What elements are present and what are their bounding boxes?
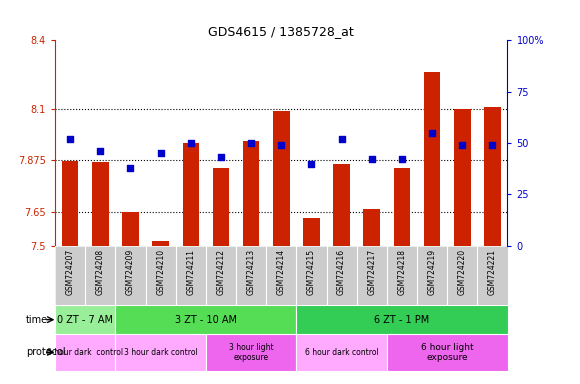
Text: 3 hour light
exposure: 3 hour light exposure bbox=[229, 343, 273, 362]
Text: 0 ZT - 7 AM: 0 ZT - 7 AM bbox=[57, 314, 113, 325]
Text: 6 hour dark control: 6 hour dark control bbox=[304, 348, 379, 357]
Text: time: time bbox=[26, 314, 48, 325]
Text: 0 hour dark  control: 0 hour dark control bbox=[47, 348, 124, 357]
Point bbox=[458, 142, 467, 148]
Bar bbox=[364, 209, 380, 246]
Bar bbox=[273, 111, 289, 246]
Text: GSM724214: GSM724214 bbox=[277, 249, 286, 295]
Bar bbox=[55, 334, 115, 371]
Text: protocol: protocol bbox=[26, 347, 66, 358]
Bar bbox=[206, 334, 296, 371]
Text: GSM724211: GSM724211 bbox=[186, 249, 195, 295]
Title: GDS4615 / 1385728_at: GDS4615 / 1385728_at bbox=[208, 25, 354, 38]
Text: 3 ZT - 10 AM: 3 ZT - 10 AM bbox=[175, 314, 237, 325]
Point bbox=[126, 165, 135, 171]
Bar bbox=[243, 141, 259, 246]
Text: GSM724217: GSM724217 bbox=[367, 249, 376, 295]
Bar bbox=[122, 212, 139, 246]
Bar bbox=[153, 241, 169, 246]
Text: GSM724208: GSM724208 bbox=[96, 249, 105, 295]
Bar bbox=[296, 334, 387, 371]
Text: GSM724218: GSM724218 bbox=[397, 249, 407, 295]
Point bbox=[156, 150, 165, 156]
Text: GSM724213: GSM724213 bbox=[246, 249, 256, 295]
Text: 3 hour dark control: 3 hour dark control bbox=[124, 348, 198, 357]
Text: GSM724219: GSM724219 bbox=[427, 249, 437, 295]
Text: GSM724210: GSM724210 bbox=[156, 249, 165, 295]
Point bbox=[277, 142, 286, 148]
Text: 6 hour light
exposure: 6 hour light exposure bbox=[421, 343, 473, 362]
Point bbox=[488, 142, 497, 148]
Bar bbox=[394, 168, 410, 246]
Text: GSM724209: GSM724209 bbox=[126, 249, 135, 295]
Bar bbox=[92, 162, 108, 246]
Point bbox=[307, 161, 316, 167]
Bar bbox=[115, 305, 296, 334]
Point bbox=[427, 130, 437, 136]
Point bbox=[367, 156, 376, 162]
Bar bbox=[424, 72, 440, 246]
Bar bbox=[183, 143, 199, 246]
Bar bbox=[454, 109, 470, 246]
Bar bbox=[213, 168, 229, 246]
Point bbox=[246, 140, 256, 146]
Bar bbox=[303, 218, 320, 246]
Point bbox=[186, 140, 195, 146]
Text: GSM724215: GSM724215 bbox=[307, 249, 316, 295]
Point bbox=[397, 156, 407, 162]
Bar bbox=[296, 305, 508, 334]
Text: GSM724221: GSM724221 bbox=[488, 249, 497, 295]
Bar bbox=[115, 334, 206, 371]
Bar bbox=[387, 334, 508, 371]
Bar bbox=[62, 161, 78, 246]
Point bbox=[66, 136, 75, 142]
Point bbox=[216, 154, 226, 161]
Bar bbox=[55, 305, 115, 334]
Text: 6 ZT - 1 PM: 6 ZT - 1 PM bbox=[374, 314, 430, 325]
Text: GSM724220: GSM724220 bbox=[458, 249, 467, 295]
Bar bbox=[334, 164, 350, 246]
Text: GSM724207: GSM724207 bbox=[66, 249, 75, 295]
Point bbox=[96, 148, 105, 154]
Text: GSM724216: GSM724216 bbox=[337, 249, 346, 295]
Text: GSM724212: GSM724212 bbox=[216, 249, 226, 295]
Point bbox=[337, 136, 346, 142]
Bar bbox=[484, 106, 501, 246]
